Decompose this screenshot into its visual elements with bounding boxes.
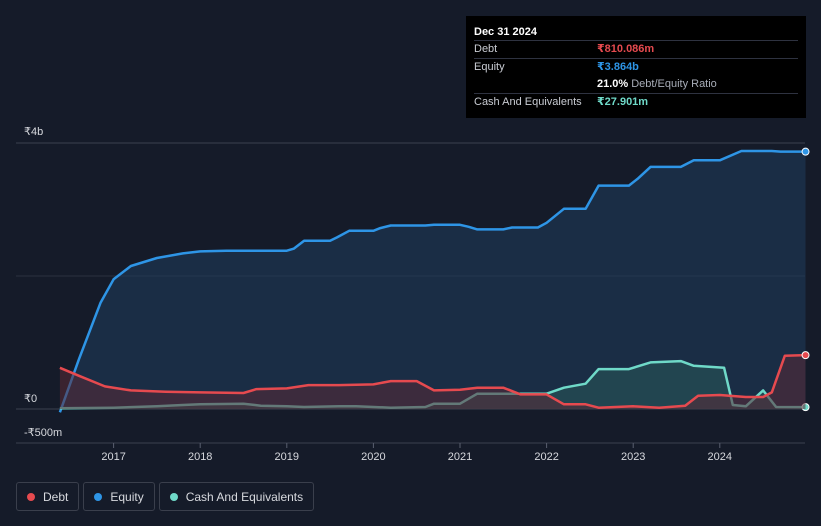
series-line-debt <box>59 353 806 409</box>
series-area-debt <box>59 355 806 409</box>
tooltip-label-equity: Equity <box>474 61 505 73</box>
x-tick-label-2019: 2019 <box>275 451 299 463</box>
tooltip-row-cash: Cash And Equivalents ₹27.901m <box>474 93 798 111</box>
legend-dot-cash <box>169 492 178 501</box>
legend-item-equity[interactable]: Equity <box>83 482 155 511</box>
ratio-value: 21.0% <box>597 78 629 90</box>
series-layer <box>58 147 810 413</box>
legend-dot-equity <box>94 492 103 501</box>
tooltip-value-ratio: 21.0% Debt/Equity Ratio <box>597 76 717 93</box>
x-tick-label-2017: 2017 <box>101 451 125 463</box>
y-tick-label-0: ₹0 <box>24 393 37 405</box>
legend-label-equity: Equity <box>110 489 144 504</box>
chart-legend: Debt Equity Cash And Equivalents <box>16 482 318 511</box>
series-area-equity <box>59 151 806 413</box>
x-axis: 2017 2018 2019 2020 2021 2022 2023 2024 <box>101 443 732 463</box>
series-area-cash-and-equivalents <box>59 361 806 409</box>
x-tick-label-2021: 2021 <box>448 451 472 463</box>
tooltip-row-ratio: 21.0% Debt/Equity Ratio <box>474 76 798 93</box>
x-tick-label-2022: 2022 <box>534 451 558 463</box>
y-tick-label-neg500m: -₹500m <box>24 427 62 439</box>
tooltip-value-cash: ₹27.901m <box>597 96 649 108</box>
x-tick-label-2020: 2020 <box>361 451 385 463</box>
tooltip-panel: Dec 31 2024 Debt ₹810.086m Equity ₹3.864… <box>466 16 806 118</box>
tooltip-row-equity: Equity ₹3.864b <box>474 58 798 76</box>
tooltip-label-cash: Cash And Equivalents <box>474 96 582 108</box>
legend-label-cash: Cash And Equivalents <box>185 489 304 504</box>
legend-item-cash[interactable]: Cash And Equivalents <box>158 482 315 511</box>
tooltip-row-debt: Debt ₹810.086m <box>474 40 798 58</box>
ratio-caption: Debt/Equity Ratio <box>631 78 717 90</box>
tooltip-label-debt: Debt <box>474 43 498 55</box>
x-tick-label-2018: 2018 <box>188 451 212 463</box>
legend-label-debt: Debt <box>43 489 69 504</box>
tooltip-value-debt: ₹810.086m <box>597 43 655 55</box>
series-line-equity <box>58 149 806 413</box>
series-endpoint-debt[interactable] <box>801 351 810 360</box>
tooltip-value-equity: ₹3.864b <box>597 61 639 73</box>
series-endpoint-equity[interactable] <box>801 147 810 156</box>
y-tick-label-4b: ₹4b <box>24 126 43 138</box>
x-tick-label-2023: 2023 <box>621 451 645 463</box>
tooltip-date: Dec 31 2024 <box>474 26 537 38</box>
legend-item-debt[interactable]: Debt <box>16 482 80 511</box>
x-tick-label-2024: 2024 <box>708 451 732 463</box>
legend-dot-debt <box>27 492 35 501</box>
y-axis-labels: ₹4b ₹0 -₹500m <box>24 126 62 439</box>
tooltip-label-ratio <box>474 76 597 93</box>
